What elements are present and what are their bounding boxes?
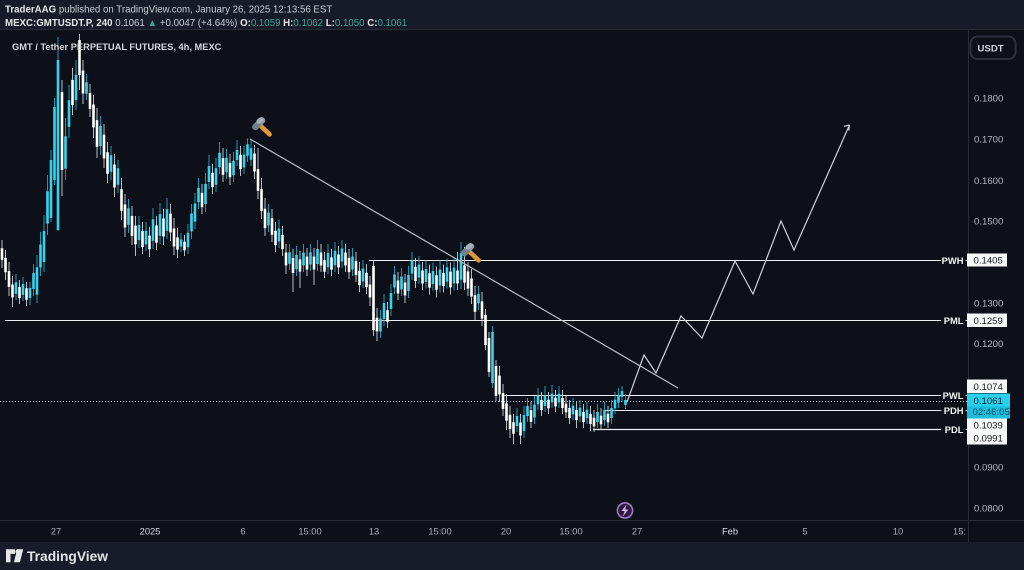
- svg-text:PML: PML: [944, 315, 964, 326]
- svg-text:15:00: 15:00: [559, 526, 582, 536]
- svg-text:13: 13: [369, 526, 379, 536]
- svg-text:02:46:05: 02:46:05: [973, 407, 1010, 418]
- svg-text:Feb: Feb: [722, 526, 738, 536]
- svg-text:PDL: PDL: [945, 424, 964, 435]
- svg-text:15:: 15:: [953, 526, 966, 536]
- svg-text:0.1700: 0.1700: [974, 135, 1003, 146]
- svg-text:0.0800: 0.0800: [974, 504, 1003, 515]
- svg-text:0.1039: 0.1039: [974, 421, 1003, 432]
- svg-text:0.1259: 0.1259: [974, 316, 1003, 327]
- svg-text:GMT / Tether PERPETUAL FUTURES: GMT / Tether PERPETUAL FUTURES, 4h, MEXC: [12, 42, 222, 52]
- svg-text:27: 27: [632, 526, 642, 536]
- svg-text:TraderAAG published on Trading: TraderAAG published on TradingView.com, …: [5, 5, 332, 16]
- svg-text:0.1500: 0.1500: [974, 217, 1003, 228]
- svg-text:0.0900: 0.0900: [974, 463, 1003, 474]
- svg-text:0.1600: 0.1600: [974, 176, 1003, 187]
- svg-text:20: 20: [501, 526, 511, 536]
- svg-text:15:00: 15:00: [428, 526, 451, 536]
- svg-text:27: 27: [51, 526, 61, 536]
- svg-text:0.1405: 0.1405: [974, 256, 1003, 267]
- svg-text:TradingView: TradingView: [27, 549, 108, 564]
- svg-text:USDT: USDT: [978, 43, 1004, 54]
- svg-text:0.1200: 0.1200: [974, 339, 1003, 350]
- svg-text:0.1061: 0.1061: [974, 396, 1003, 407]
- svg-text:10: 10: [893, 526, 903, 536]
- svg-text:0.1300: 0.1300: [974, 299, 1003, 310]
- svg-text:MEXC:GMTUSDT.P, 240 0.1061 ▲ +: MEXC:GMTUSDT.P, 240 0.1061 ▲ +0.0047 (+4…: [5, 18, 407, 29]
- svg-text:2025: 2025: [140, 526, 161, 536]
- svg-text:0.1074: 0.1074: [974, 382, 1004, 393]
- svg-text:PDH: PDH: [944, 405, 964, 416]
- svg-text:PWL: PWL: [943, 390, 964, 401]
- svg-text:6: 6: [240, 526, 245, 536]
- svg-text:PWH: PWH: [942, 255, 964, 266]
- svg-text:15:00: 15:00: [298, 526, 321, 536]
- svg-text:0.1800: 0.1800: [974, 94, 1003, 105]
- svg-text:0.0991: 0.0991: [974, 434, 1003, 445]
- svg-text:5: 5: [802, 526, 807, 536]
